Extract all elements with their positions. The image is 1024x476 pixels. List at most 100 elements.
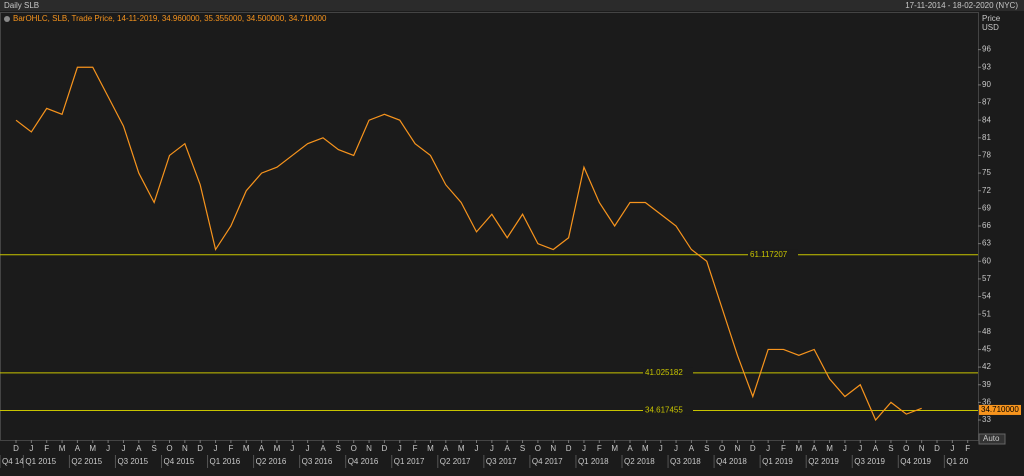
- quarter-label: Q4 2019: [900, 457, 931, 466]
- y-tick-label: 39: [982, 380, 991, 389]
- x-tick-label: J: [858, 444, 862, 453]
- x-tick-label: S: [151, 444, 156, 453]
- x-tick-label: N: [735, 444, 741, 453]
- y-tick-label: 81: [982, 133, 991, 142]
- y-tick-label: 72: [982, 186, 991, 195]
- quarter-label: Q4 2016: [348, 457, 379, 466]
- quarter-label: Q3 2017: [486, 457, 517, 466]
- x-tick-label: N: [182, 444, 188, 453]
- x-tick-label: J: [843, 444, 847, 453]
- x-tick-label: J: [674, 444, 678, 453]
- x-tick-label: D: [750, 444, 756, 453]
- x-tick-label: N: [919, 444, 925, 453]
- quarter-label: Q1 2018: [578, 457, 609, 466]
- x-tick-label: F: [413, 444, 418, 453]
- quarter-label: Q3 2018: [670, 457, 701, 466]
- x-tick-label: O: [719, 444, 725, 453]
- support-label-bg: [643, 367, 693, 378]
- x-tick-label: J: [659, 444, 663, 453]
- legend: BarOHLC, SLB, Trade Price, 14-11-2019, 3…: [13, 14, 327, 23]
- x-tick-label: J: [106, 444, 110, 453]
- y-tick-label: 90: [982, 80, 991, 89]
- x-tick-label: D: [934, 444, 940, 453]
- date-range: 17-11-2014 - 18-02-2020 (NYC): [905, 1, 1018, 10]
- x-tick-label: M: [826, 444, 833, 453]
- x-tick-label: F: [44, 444, 49, 453]
- quarter-label: Q3 2019: [854, 457, 885, 466]
- last-price-label: 34.710000: [981, 405, 1019, 414]
- quarter-label: Q2 2019: [808, 457, 839, 466]
- quarter-label: Q2 2018: [624, 457, 655, 466]
- x-tick-label: F: [597, 444, 602, 453]
- x-tick-label: S: [888, 444, 893, 453]
- auto-button-label[interactable]: Auto: [983, 434, 1000, 443]
- x-tick-label: J: [306, 444, 310, 453]
- x-tick-label: O: [166, 444, 172, 453]
- x-tick-label: A: [136, 444, 142, 453]
- quarter-label: Q3 2016: [302, 457, 333, 466]
- x-tick-label: N: [550, 444, 556, 453]
- x-tick-label: A: [505, 444, 511, 453]
- x-tick-label: A: [627, 444, 633, 453]
- x-tick-label: J: [398, 444, 402, 453]
- y-tick-label: 93: [982, 62, 991, 71]
- x-tick-label: D: [566, 444, 572, 453]
- quarter-label: Q4 14: [2, 457, 24, 466]
- y-tick-label: 42: [982, 362, 991, 371]
- y-axis-unit: USD: [982, 23, 999, 32]
- quarter-label: Q1 20: [946, 457, 968, 466]
- y-tick-label: 84: [982, 115, 991, 124]
- support-label-bg: [748, 249, 798, 260]
- x-tick-label: D: [197, 444, 203, 453]
- x-tick-label: J: [121, 444, 125, 453]
- quarter-label: Q2 2017: [440, 457, 471, 466]
- x-tick-label: O: [535, 444, 541, 453]
- quarter-label: Q1 2016: [210, 457, 241, 466]
- x-tick-label: M: [274, 444, 281, 453]
- x-tick-label: J: [582, 444, 586, 453]
- y-tick-label: 78: [982, 151, 991, 160]
- x-tick-label: D: [382, 444, 388, 453]
- x-tick-label: J: [290, 444, 294, 453]
- x-tick-label: M: [243, 444, 250, 453]
- auto-button[interactable]: [978, 433, 1006, 445]
- y-tick-label: 96: [982, 45, 991, 54]
- x-tick-label: M: [611, 444, 618, 453]
- y-tick-label: 66: [982, 221, 991, 230]
- quarter-label: Q3 2015: [117, 457, 148, 466]
- x-tick-label: F: [965, 444, 970, 453]
- y-tick-label: 48: [982, 327, 991, 336]
- x-tick-label: A: [443, 444, 449, 453]
- y-tick-label: 69: [982, 203, 991, 212]
- x-tick-label: A: [320, 444, 326, 453]
- support-label: 34.617455: [645, 406, 683, 415]
- quarter-label: Q4 2017: [532, 457, 563, 466]
- x-tick-label: A: [689, 444, 695, 453]
- title: Daily SLB: [4, 1, 39, 10]
- x-tick-label: M: [59, 444, 66, 453]
- x-tick-label: S: [704, 444, 709, 453]
- x-tick-label: A: [812, 444, 818, 453]
- x-tick-label: S: [520, 444, 525, 453]
- quarter-label: Q4 2015: [164, 457, 195, 466]
- quarter-label: Q2 2016: [256, 457, 287, 466]
- x-tick-label: M: [89, 444, 96, 453]
- x-tick-label: F: [781, 444, 786, 453]
- legend-icon: [4, 16, 10, 22]
- x-tick-label: M: [796, 444, 803, 453]
- y-tick-label: 75: [982, 168, 991, 177]
- support-label: 41.025182: [645, 368, 683, 377]
- quarter-label: Q1 2015: [25, 457, 56, 466]
- last-price-tag: [979, 404, 1021, 415]
- x-tick-label: M: [427, 444, 434, 453]
- y-tick-label: 57: [982, 274, 991, 283]
- y-tick-label: 87: [982, 98, 991, 107]
- support-label-bg: [643, 405, 693, 416]
- x-tick-label: M: [458, 444, 465, 453]
- y-tick-label: 51: [982, 309, 991, 318]
- y-tick-label: 33: [982, 415, 991, 424]
- price-line: [15, 66, 922, 422]
